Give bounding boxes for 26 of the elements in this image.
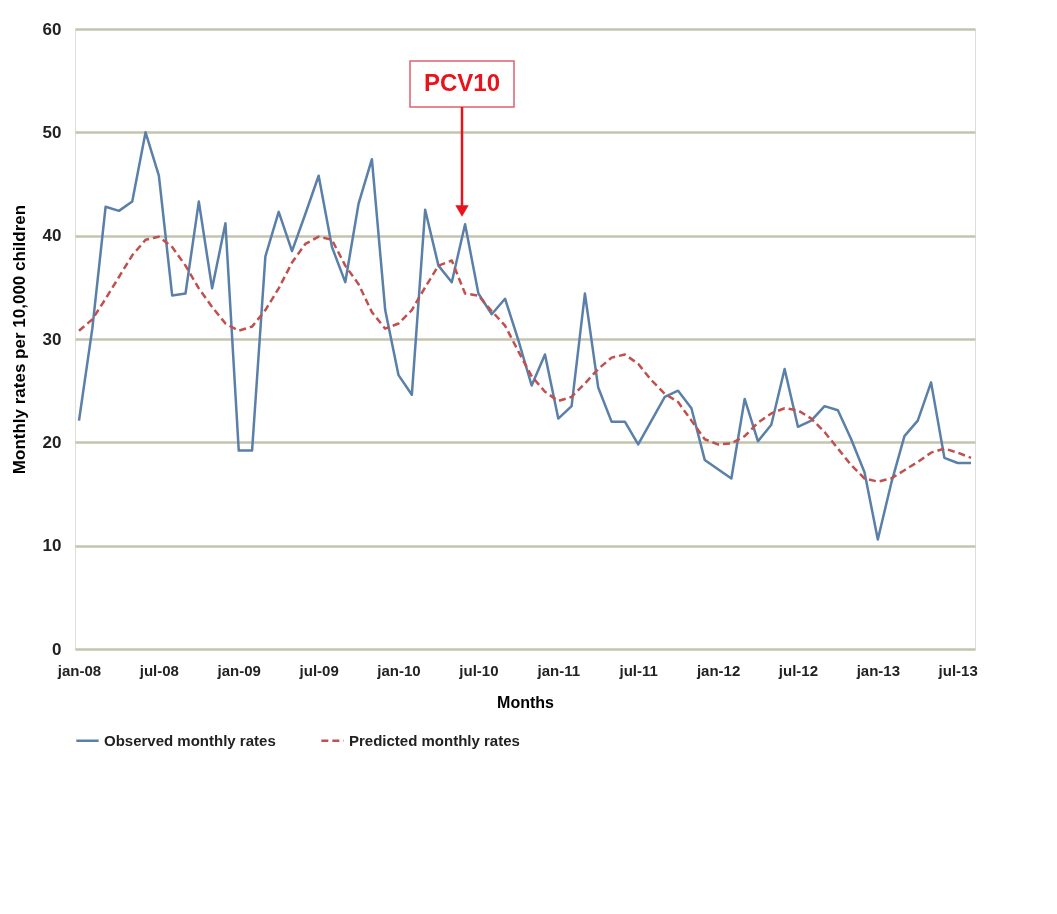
x-tick-label: jul-13 — [937, 661, 978, 679]
line-series — [77, 235, 973, 483]
y-tick-label: 60 — [42, 19, 62, 39]
legend-label: Observed monthly rates — [104, 731, 276, 749]
x-tick-label: jul-11 — [618, 661, 658, 679]
y-tick-label: 50 — [42, 122, 62, 142]
x-tick-label: jul-10 — [458, 661, 499, 679]
x-tick-label: jul-09 — [298, 661, 339, 679]
x-tick-label: jan-11 — [536, 661, 581, 679]
x-tick-label: jan-13 — [855, 661, 900, 679]
x-tick-label: jan-09 — [216, 661, 261, 679]
line-series — [77, 131, 973, 541]
annotation: PCV10 — [423, 69, 501, 96]
y-axis-title: Monthly rates per 10,000 children — [9, 204, 29, 475]
x-tick-label: jan-08 — [56, 661, 102, 679]
x-tick-label: jul-08 — [138, 661, 179, 679]
y-tick-label: 30 — [42, 329, 62, 349]
x-tick-label: jan-12 — [695, 661, 741, 679]
y-tick-label: 10 — [42, 536, 62, 556]
x-tick-label: jan-10 — [376, 661, 421, 679]
y-tick-label: 40 — [42, 226, 62, 246]
y-tick-label: 0 — [52, 639, 62, 659]
x-tick-label: jul-12 — [777, 661, 819, 679]
legend-label: Predicted monthly rates — [349, 731, 520, 749]
y-tick-label: 20 — [42, 432, 62, 452]
x-axis-title: Months — [497, 693, 555, 711]
